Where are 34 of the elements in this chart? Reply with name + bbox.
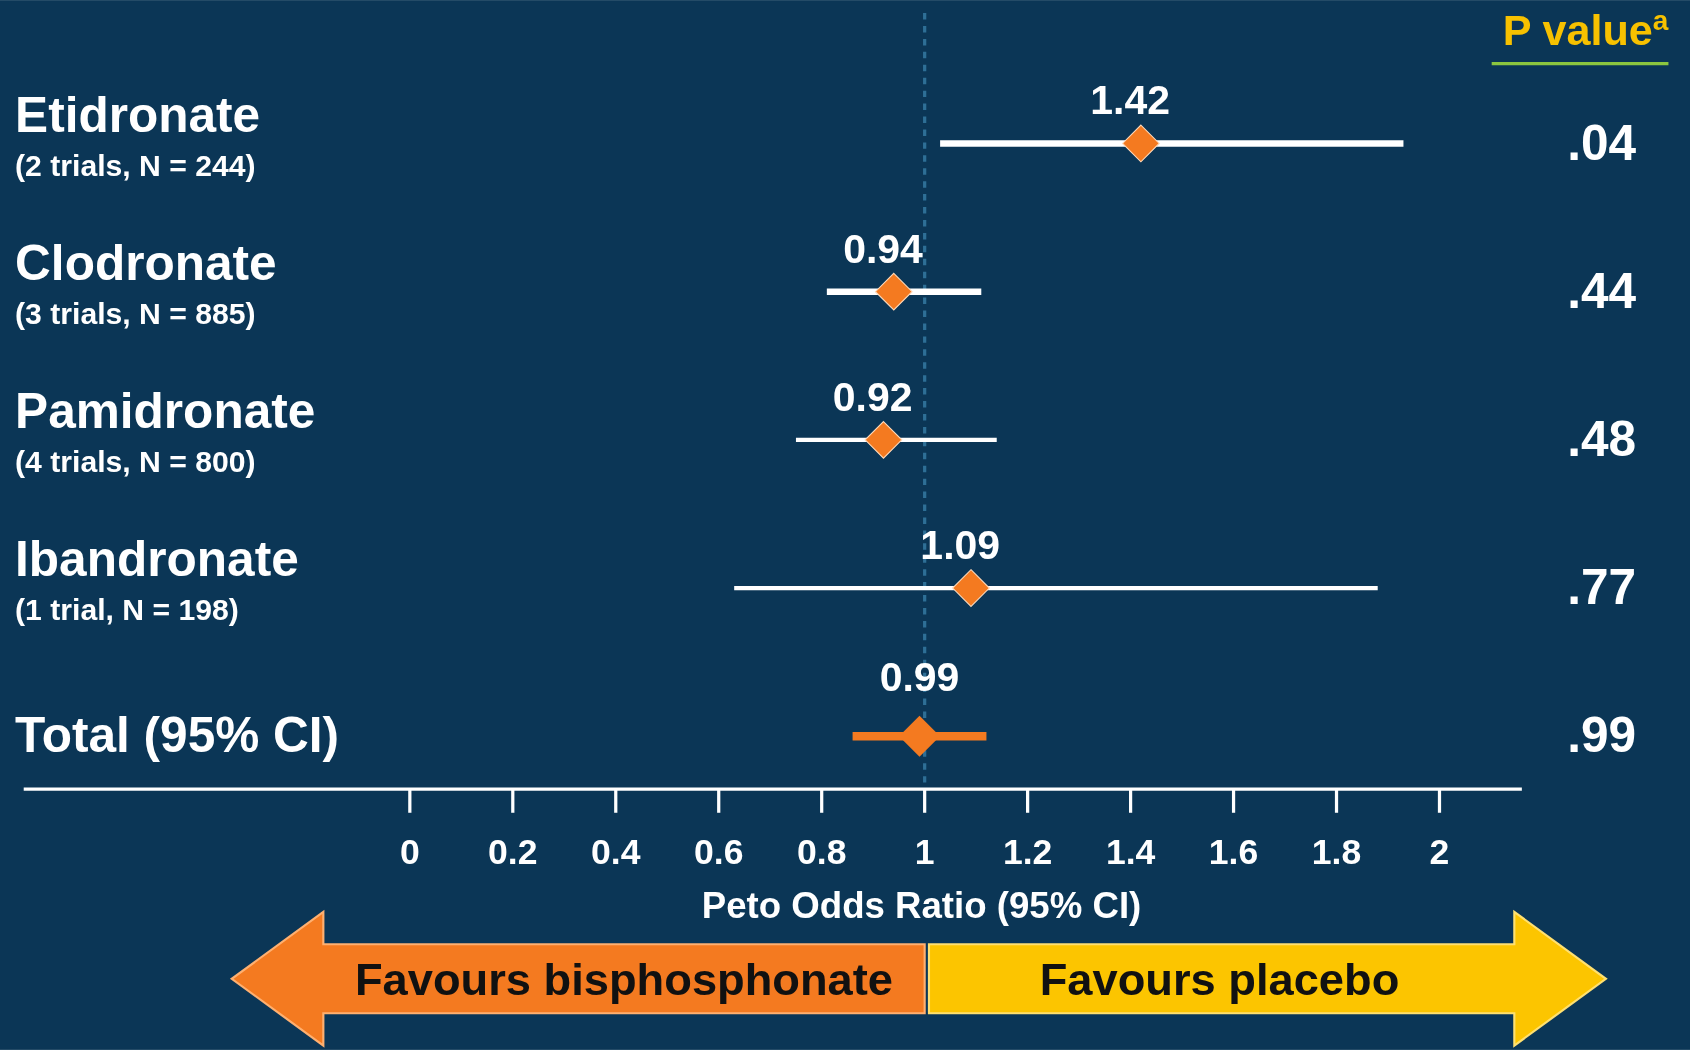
text: .77 — [1567, 559, 1637, 616]
annotation: P value$^{a}$ — [1502, 4, 1669, 55]
point — [952, 569, 990, 607]
data-label: 0.92 — [832, 373, 913, 420]
x-tick-label: 1.4 — [1105, 832, 1156, 873]
data-label: 1.09 — [920, 521, 1001, 568]
text: Favours bisphosphonate — [354, 953, 894, 1005]
text: Favours placebo — [1039, 953, 1400, 1005]
text: .04 — [1567, 114, 1637, 171]
x-tick-label: 1.8 — [1311, 832, 1362, 873]
y-tick-label: Clodronate (3 trials, N = 885) — [15, 234, 277, 330]
data-label: 0.94 — [843, 225, 924, 272]
x-tick-label: 2 — [1429, 832, 1450, 873]
y-tick-label: Ibandronate (1 trial, N = 198) — [15, 531, 299, 627]
x-tick-label: 1.6 — [1208, 832, 1259, 873]
x-tick-label: 0.8 — [796, 832, 847, 873]
x-tick-label: 0 — [399, 832, 420, 873]
x-axis-title: Peto Odds Ratio (95% CI) — [701, 885, 1142, 927]
data-label: 0.99 — [879, 653, 960, 700]
x-tick-label: 1.2 — [1002, 832, 1053, 873]
point — [864, 420, 903, 459]
data-label: 1.42 — [1090, 77, 1170, 124]
y-tick-label: Total (95% CI) — [15, 707, 340, 764]
x-tick-label: 1 — [914, 832, 935, 873]
x-tick-label: 0.6 — [694, 832, 744, 873]
point — [874, 272, 913, 311]
y-tick-label: Pamidronate (4 trials, N = 800) — [15, 383, 316, 479]
x-tick-label: 0.4 — [591, 832, 641, 873]
point — [1122, 124, 1160, 163]
x-tick-label: 0.2 — [488, 832, 538, 873]
text: .99 — [1567, 707, 1637, 764]
y-tick-label: Etidronate (2 trials, N = 244) — [15, 86, 261, 182]
text: .48 — [1567, 411, 1637, 468]
text: .44 — [1567, 262, 1637, 319]
